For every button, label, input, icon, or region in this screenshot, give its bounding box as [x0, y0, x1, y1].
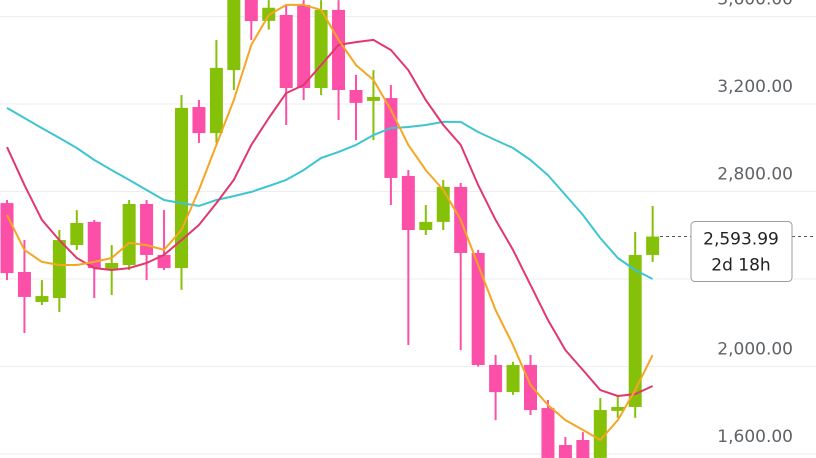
candle-body — [192, 107, 206, 134]
candle-body — [52, 240, 66, 299]
y-tick-label: 3,600.00 — [717, 0, 793, 9]
countdown-label: 2d 18h — [711, 256, 770, 276]
candle-body — [122, 203, 136, 265]
moving-average-line — [6, 38, 654, 397]
moving-average-line — [6, 107, 654, 280]
candle-body — [227, 0, 241, 71]
candle-body — [35, 296, 49, 302]
candle-body — [471, 252, 485, 365]
last-price-label: 2,593.99 — [703, 230, 779, 250]
candle-body — [314, 9, 328, 89]
candle-body — [593, 410, 607, 458]
candle-body — [209, 67, 223, 134]
candle-body — [105, 263, 119, 271]
candle-body — [401, 175, 415, 230]
price-overlay: 2,593.99 2d 18h — [660, 221, 816, 283]
candle-body — [489, 364, 503, 393]
moving-average-line — [6, 3, 654, 441]
candle-body — [506, 364, 520, 393]
candle-body — [87, 221, 101, 269]
candle-body — [70, 222, 84, 246]
y-tick-label: 1,600.00 — [717, 427, 793, 447]
candle-body — [628, 254, 642, 407]
candle-body — [279, 14, 293, 89]
candle-body — [576, 439, 590, 458]
y-tick-label: 2,000.00 — [717, 339, 793, 359]
y-tick-label: 3,200.00 — [717, 77, 793, 97]
candle-body — [297, 4, 311, 89]
candle-body — [349, 89, 363, 103]
candle-body — [0, 203, 14, 274]
candle-body — [436, 186, 450, 222]
candle-body — [646, 236, 660, 255]
candle-body — [332, 9, 346, 90]
candle-body — [175, 107, 188, 269]
candle-body — [366, 96, 380, 101]
candle-body — [611, 406, 625, 411]
candle-body — [157, 254, 171, 269]
y-tick-label: 2,800.00 — [717, 164, 793, 184]
plot-area — [0, 0, 660, 458]
candle-body — [419, 221, 433, 230]
candle-body — [541, 408, 555, 458]
candle-body — [140, 203, 154, 255]
candle-body — [524, 364, 537, 411]
candle-body — [17, 271, 31, 297]
price-label-box — [690, 221, 793, 283]
candle-body — [558, 445, 572, 458]
candle-body — [244, 0, 258, 22]
